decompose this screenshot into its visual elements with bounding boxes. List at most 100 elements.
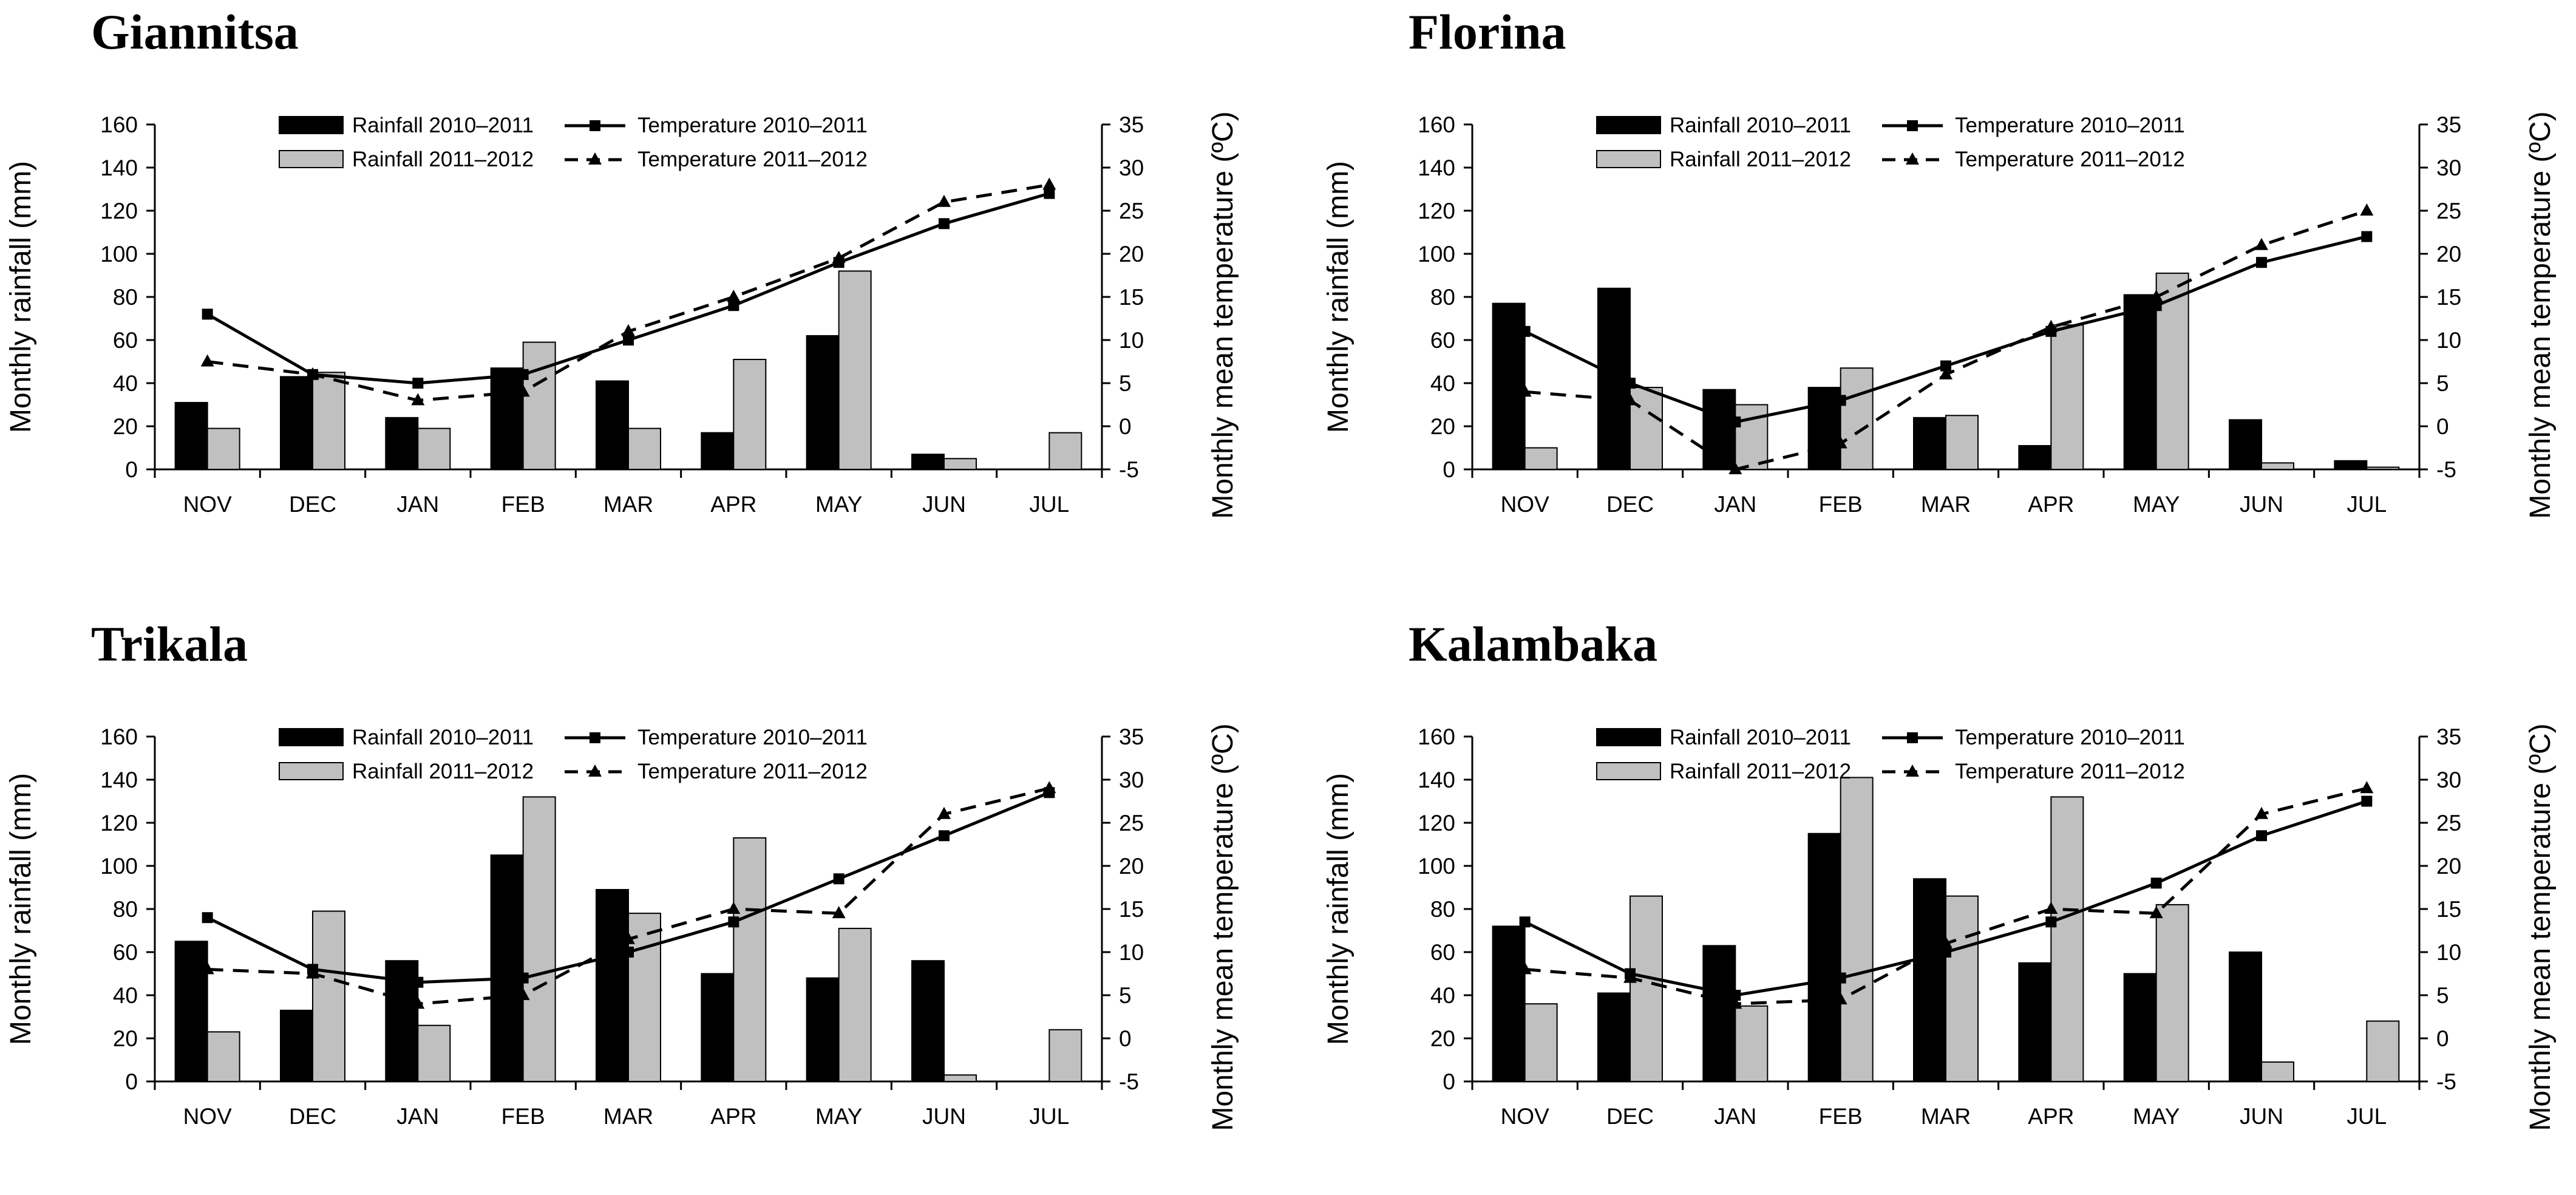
y2-tick-label: 30 <box>1119 155 1144 180</box>
point-temp-2010-2011 <box>2256 257 2267 268</box>
y-tick-label: 140 <box>100 768 138 792</box>
bar-rain-2011-2012 <box>522 796 556 1082</box>
legend-label-temp-2011-2012: Temperature 2011–2012 <box>637 148 868 171</box>
x-tick-label: JUN <box>2240 1104 2283 1129</box>
bar-rain-2011-2012 <box>1735 1005 1769 1082</box>
y-tick-label: 20 <box>113 414 138 439</box>
x-tick-label: FEB <box>1819 492 1863 517</box>
point-temp-2010-2011 <box>833 873 845 885</box>
y2-axis-label: Monthly mean temperature (ºC) <box>2524 111 2557 519</box>
y2-tick-label: 5 <box>1119 983 1132 1008</box>
bar-rain-2011-2012 <box>1524 1003 1558 1083</box>
line-temp-2011-2012 <box>207 183 1050 402</box>
y-tick-label: 0 <box>125 457 138 482</box>
x-tick-label: NOV <box>1501 1104 1550 1129</box>
bar-rain-2011-2012 <box>628 427 661 470</box>
x-tick-label: NOV <box>1501 492 1550 517</box>
bar-rain-2011-2012 <box>1630 895 1663 1082</box>
point-temp-2011-2012 <box>2255 237 2268 250</box>
y-tick-label: 60 <box>113 328 138 353</box>
point-temp-2010-2011 <box>1730 416 1741 427</box>
bars <box>174 270 1082 471</box>
legend-marker-temp-2010-2011 <box>590 120 600 131</box>
y-tick-label: 40 <box>1430 371 1455 396</box>
bar-rain-2010-2011 <box>490 367 524 471</box>
y-tick-label: 120 <box>1418 811 1455 836</box>
legend-swatch-rain-2010-2011 <box>1596 728 1661 746</box>
point-temp-2011-2012 <box>1833 436 1847 449</box>
bar-rain-2011-2012 <box>1048 432 1082 471</box>
y-tick-label: 60 <box>113 940 138 965</box>
y-axis-label: Monthly rainfall (mm) <box>1322 161 1354 433</box>
chart-title: Giannitsa <box>91 4 299 60</box>
y-tick-label: 160 <box>1418 112 1455 137</box>
y2-tick-label: 20 <box>2436 242 2461 267</box>
x-tick-label: DEC <box>1606 1104 1654 1129</box>
axes: 0 20 40 60 80 100 120 140 160 -5 0 5 10 15 20 25 30 35 NOV… <box>100 724 1144 1129</box>
y-tick-label: 140 <box>1418 768 1455 792</box>
point-temp-2010-2011 <box>1625 378 1636 389</box>
x-tick-label: MAY <box>2133 1104 2180 1129</box>
bar-rain-2010-2011 <box>1807 832 1841 1082</box>
point-temp-2011-2012 <box>832 906 846 919</box>
bar-rain-2011-2012 <box>943 458 977 470</box>
point-temp-2011-2012 <box>516 988 530 1000</box>
bar-rain-2011-2012 <box>206 427 240 470</box>
y-tick-label: 140 <box>100 155 138 180</box>
bar-rain-2011-2012 <box>2261 462 2294 470</box>
x-tick-label: NOV <box>183 492 233 517</box>
axes: 0 20 40 60 80 100 120 140 160 -5 0 5 10 15 20 25 30 35 NOV… <box>100 112 1144 517</box>
y2-tick-label: 35 <box>2436 112 2461 137</box>
y-tick-label: 100 <box>1418 242 1455 267</box>
y2-tick-label: 15 <box>2436 897 2461 922</box>
bar-rain-2011-2012 <box>1735 404 1769 470</box>
x-tick-label: MAR <box>603 1104 653 1129</box>
point-temp-2011-2012 <box>1939 367 1952 380</box>
x-tick-label: JAN <box>1714 1104 1756 1129</box>
y-tick-label: 160 <box>1418 724 1455 749</box>
y2-tick-label: 5 <box>1119 371 1132 396</box>
x-tick-label: JUN <box>2240 492 2283 517</box>
point-temp-2010-2011 <box>1940 360 1951 372</box>
legend-label-temp-2011-2012: Temperature 2011–2012 <box>1955 760 2185 783</box>
y2-tick-label: 0 <box>2436 414 2449 439</box>
y-tick-label: 120 <box>100 199 138 223</box>
point-temp-2011-2012 <box>1939 936 1952 948</box>
bar-rain-2011-2012 <box>1630 387 1663 470</box>
bar-rain-2011-2012 <box>1840 777 1874 1082</box>
y2-axis-label: Monthly mean temperature (ºC) <box>1207 111 1239 519</box>
bar-rain-2010-2011 <box>2123 294 2157 470</box>
y-tick-label: 40 <box>1430 983 1455 1008</box>
chart-panel-trikala: Trikala 0 20 40 60 80 100 120 140 160 -5 0 5 10 15 20 25… <box>0 612 1263 1195</box>
bar-rain-2010-2011 <box>2229 419 2262 470</box>
x-tick-label: JUL <box>1029 1104 1069 1129</box>
bar-rain-2011-2012 <box>1945 415 1979 470</box>
point-temp-2011-2012 <box>200 962 214 975</box>
point-temp-2010-2011 <box>728 300 739 312</box>
lines <box>200 177 1056 406</box>
point-temp-2010-2011 <box>2045 916 2057 928</box>
bar-rain-2010-2011 <box>1597 992 1631 1083</box>
x-tick-label: JUN <box>922 492 966 517</box>
bar-rain-2010-2011 <box>1492 925 1526 1083</box>
x-tick-label: NOV <box>183 1104 233 1129</box>
x-tick-label: APR <box>710 492 756 517</box>
bar-rain-2010-2011 <box>806 335 840 471</box>
x-tick-label: FEB <box>501 1104 545 1129</box>
x-tick-label: DEC <box>289 492 336 517</box>
point-temp-2011-2012 <box>1728 996 1742 1009</box>
x-tick-label: MAY <box>2133 492 2180 517</box>
point-temp-2011-2012 <box>306 966 319 979</box>
y2-tick-label: 15 <box>1119 285 1144 310</box>
point-temp-2011-2012 <box>1728 462 1742 474</box>
legend-label-rain-2010-2011: Rainfall 2010–2011 <box>1670 726 1851 749</box>
y2-tick-label: 35 <box>1119 112 1144 137</box>
point-temp-2010-2011 <box>1940 947 1951 958</box>
legend-swatch-rain-2011-2012 <box>279 762 344 780</box>
point-temp-2011-2012 <box>2044 319 2058 332</box>
bar-rain-2010-2011 <box>280 1009 313 1082</box>
x-tick-label: DEC <box>289 1104 336 1129</box>
point-temp-2010-2011 <box>517 369 529 380</box>
chart-title: Florina <box>1409 4 1566 60</box>
